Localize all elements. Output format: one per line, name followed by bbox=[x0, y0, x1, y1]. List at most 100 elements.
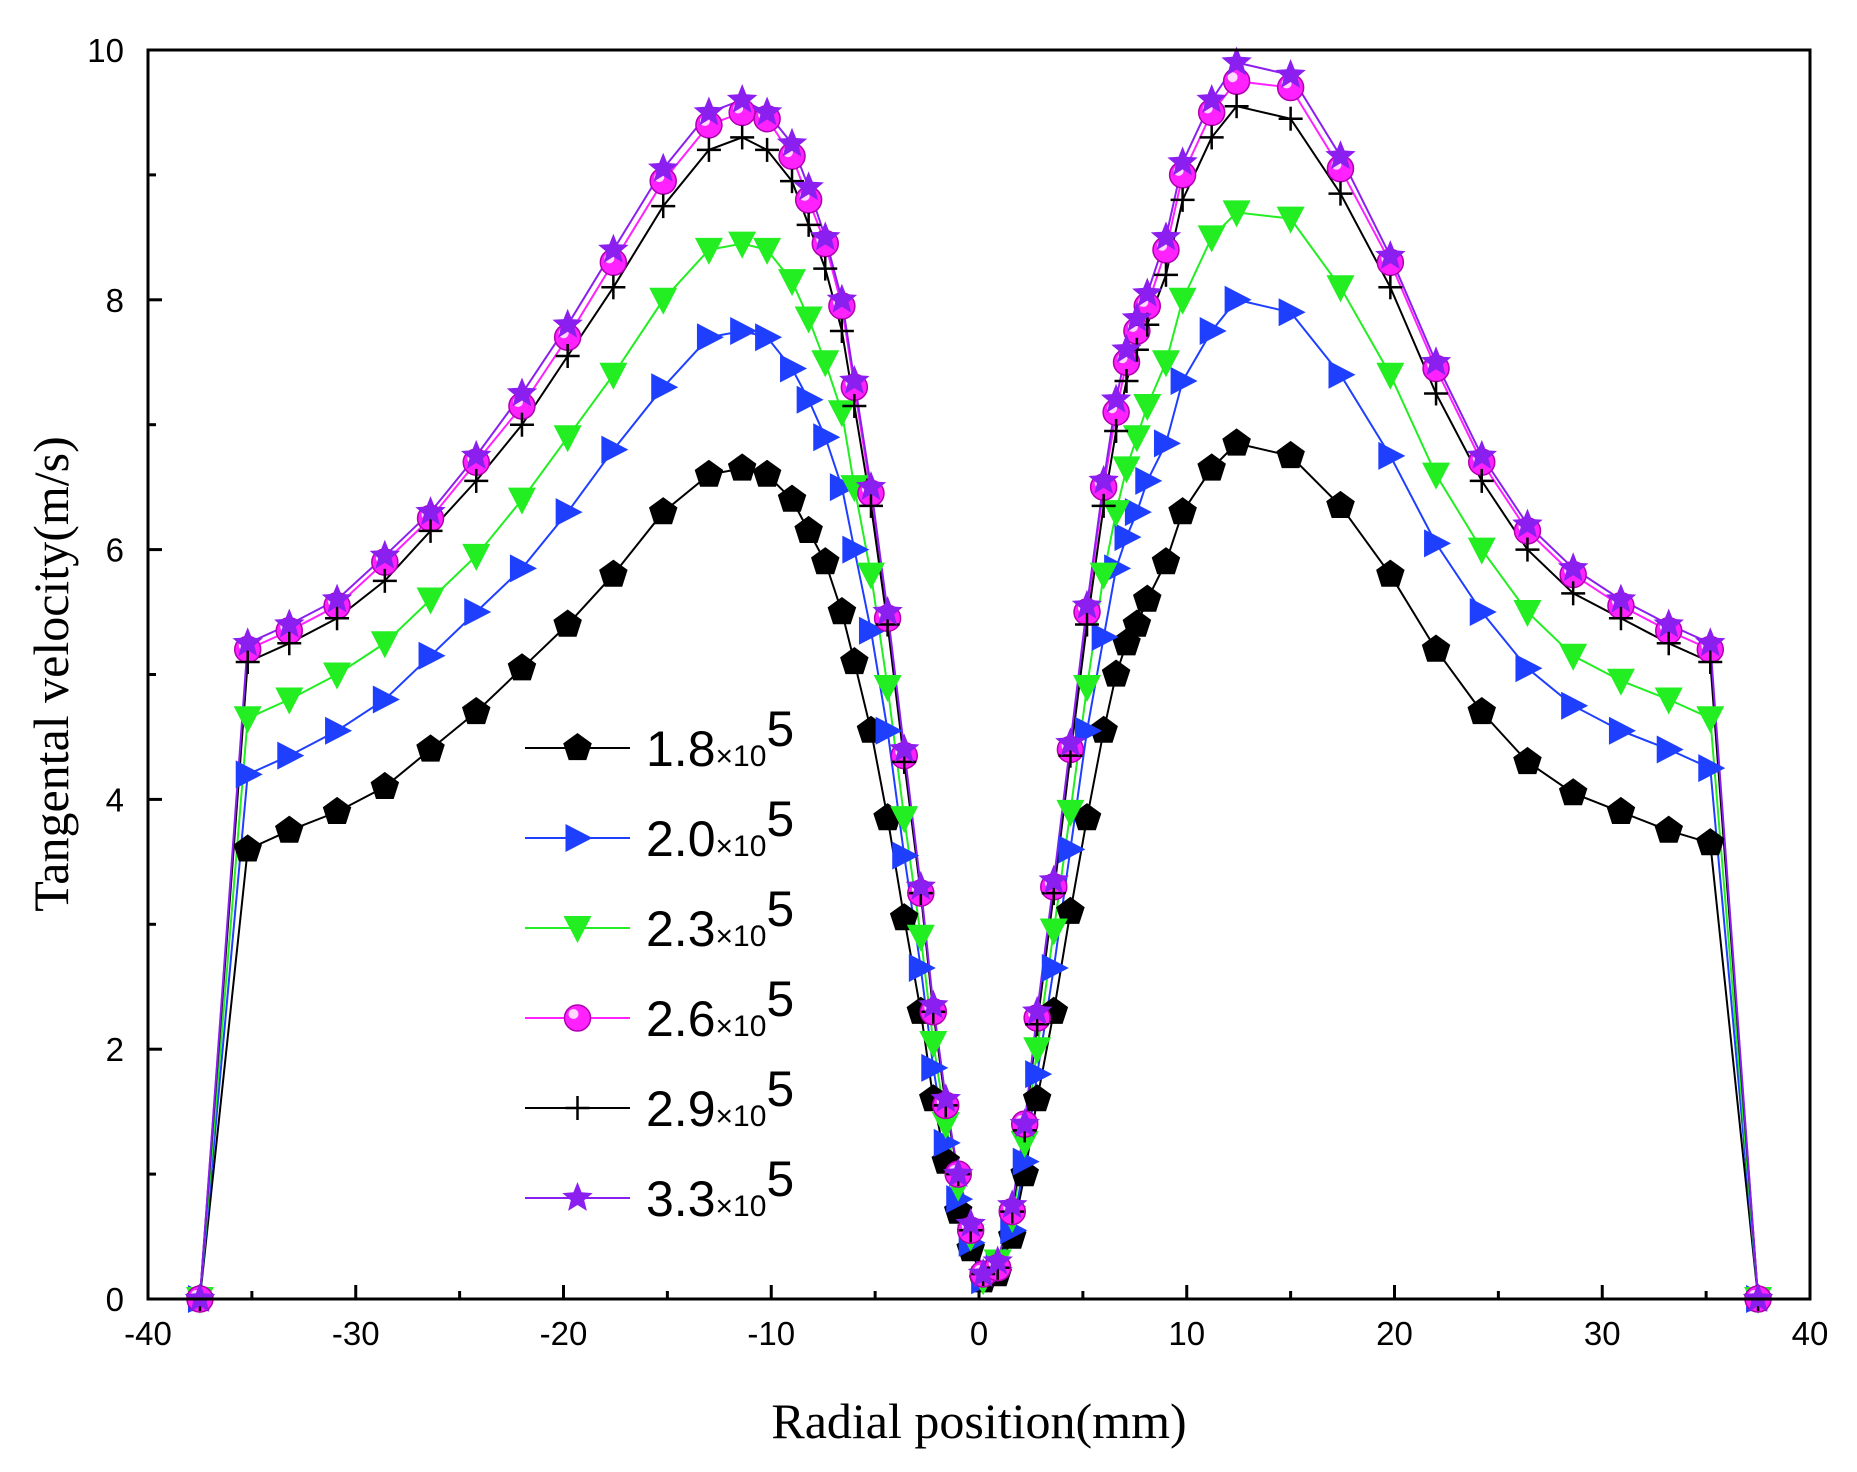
data-point bbox=[1608, 606, 1633, 631]
data-point bbox=[1122, 425, 1151, 453]
data-point bbox=[855, 471, 887, 501]
data-point bbox=[889, 733, 920, 763]
data-point bbox=[233, 706, 262, 734]
data-point bbox=[1091, 623, 1119, 652]
data-point bbox=[696, 323, 724, 352]
data-point bbox=[1326, 275, 1355, 303]
data-point bbox=[372, 568, 397, 593]
data-point bbox=[1167, 146, 1198, 176]
data-point bbox=[751, 96, 783, 126]
data-point bbox=[1088, 464, 1119, 494]
data-point bbox=[601, 275, 626, 300]
series-line-5 bbox=[198, 61, 1760, 1300]
data-point bbox=[694, 459, 724, 487]
y-tick-label: 4 bbox=[106, 781, 124, 818]
data-point bbox=[982, 1245, 1013, 1275]
data-point bbox=[275, 687, 304, 715]
data-point bbox=[1558, 778, 1588, 806]
data-point bbox=[1022, 995, 1053, 1025]
data-point bbox=[1104, 418, 1129, 443]
data-point bbox=[1199, 125, 1224, 150]
data-point bbox=[275, 815, 304, 843]
data-point bbox=[1101, 659, 1131, 687]
data-point bbox=[1170, 366, 1198, 395]
legend-marker bbox=[565, 1096, 590, 1120]
data-point bbox=[1222, 67, 1251, 95]
data-point bbox=[418, 518, 443, 543]
data-point bbox=[1606, 796, 1636, 824]
data-point bbox=[1653, 608, 1684, 638]
data-point bbox=[1122, 609, 1152, 637]
data-point bbox=[829, 473, 857, 502]
data-point bbox=[325, 716, 353, 745]
data-point bbox=[1375, 240, 1406, 269]
data-point bbox=[1513, 746, 1542, 775]
data-point bbox=[1276, 206, 1305, 234]
legend-entry-1: 2.0×105 bbox=[525, 791, 794, 867]
data-point bbox=[325, 606, 350, 631]
data-point bbox=[1742, 1283, 1774, 1312]
data-point bbox=[1608, 716, 1636, 745]
data-point bbox=[649, 287, 678, 315]
data-point bbox=[1056, 896, 1085, 924]
legend-times: ×10 bbox=[716, 920, 767, 953]
data-point bbox=[811, 350, 840, 378]
data-point bbox=[1010, 1130, 1039, 1158]
data-point bbox=[793, 171, 824, 201]
data-point bbox=[1561, 691, 1589, 720]
legend-times: ×10 bbox=[716, 1100, 767, 1133]
y-tick-label: 6 bbox=[106, 532, 124, 569]
data-point bbox=[1151, 547, 1181, 575]
data-point bbox=[1072, 803, 1102, 831]
data-point bbox=[232, 627, 263, 657]
data-point bbox=[369, 539, 401, 569]
series-markers bbox=[184, 46, 1774, 1314]
data-point bbox=[1328, 360, 1356, 389]
data-point bbox=[1278, 106, 1303, 131]
data-point bbox=[1515, 654, 1543, 683]
data-point bbox=[598, 233, 629, 263]
y-tick-label: 10 bbox=[87, 32, 124, 69]
series-line-3 bbox=[198, 80, 1760, 1300]
data-point bbox=[555, 498, 583, 527]
data-point bbox=[919, 1030, 948, 1058]
x-tick-label: -40 bbox=[124, 1315, 172, 1352]
data-point bbox=[752, 459, 782, 487]
series-markers-3 bbox=[186, 67, 1772, 1313]
data-point bbox=[507, 487, 536, 515]
x-axis-ticks: -40 -30 -20 -10 0 10 20 30 40 bbox=[124, 1285, 1828, 1352]
data-point bbox=[1378, 275, 1403, 300]
data-point bbox=[1696, 706, 1725, 734]
data-point bbox=[235, 650, 260, 675]
data-point bbox=[856, 562, 885, 590]
legend-exp: 5 bbox=[766, 1061, 794, 1117]
data-point bbox=[967, 1258, 999, 1287]
data-point bbox=[1467, 697, 1496, 725]
legend-marker bbox=[565, 824, 593, 852]
data-point bbox=[755, 323, 783, 352]
data-point bbox=[997, 1189, 1028, 1219]
legend-label: 2.6×105 bbox=[646, 971, 794, 1047]
data-point bbox=[277, 631, 302, 656]
data-point bbox=[461, 439, 492, 469]
data-point bbox=[1515, 537, 1540, 562]
data-point bbox=[813, 256, 838, 281]
data-point bbox=[777, 484, 807, 512]
data-point bbox=[184, 1283, 216, 1312]
data-point bbox=[1075, 612, 1100, 637]
data-point bbox=[875, 716, 903, 745]
data-point bbox=[321, 583, 353, 613]
data-point bbox=[810, 221, 841, 251]
data-point bbox=[1168, 287, 1197, 315]
data-point bbox=[1041, 954, 1069, 983]
data-point bbox=[826, 283, 858, 313]
data-point bbox=[462, 543, 491, 571]
data-point bbox=[1073, 674, 1102, 702]
legend-entry-2: 2.3×105 bbox=[525, 881, 794, 957]
data-point bbox=[1275, 59, 1306, 88]
x-tick-label: 10 bbox=[1168, 1315, 1205, 1352]
legend-entry-4: 2.9×105 bbox=[525, 1061, 794, 1137]
data-point bbox=[1121, 302, 1153, 332]
data-point bbox=[464, 468, 489, 493]
y-tick-label: 0 bbox=[106, 1281, 124, 1318]
